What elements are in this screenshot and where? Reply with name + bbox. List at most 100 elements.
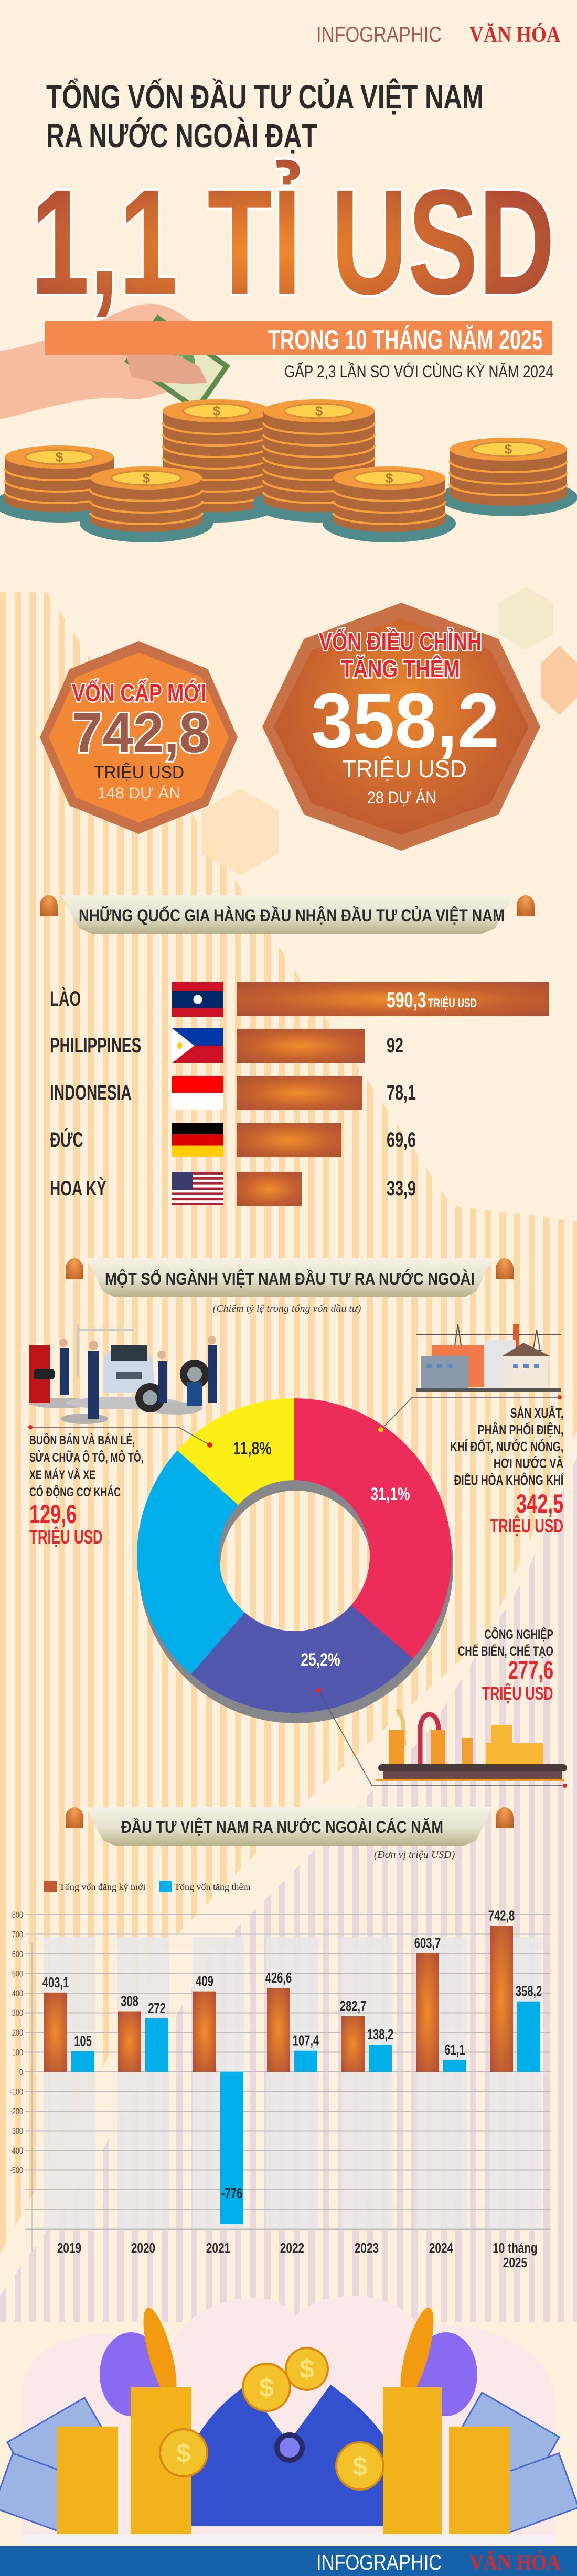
new-capital-card bbox=[40, 641, 238, 834]
category-panel bbox=[44, 1937, 95, 2231]
sector-label-line: KHÍ ĐỐT, NƯỚC NÓNG, bbox=[450, 1439, 563, 1454]
dollar-icon: $ bbox=[56, 449, 63, 465]
x-category-label: 2024 bbox=[429, 2241, 453, 2256]
y-tick-label: 700 bbox=[12, 1930, 23, 1940]
y-tick-label: 400 bbox=[12, 1988, 23, 1998]
sector-label-line: CHẾ BIẾN, CHẾ TẠO bbox=[458, 1644, 553, 1659]
title-line-1: TỔNG VỐN ĐẦU TƯ CỦA VIỆT NAM bbox=[46, 78, 484, 116]
bar-value-label: 308 bbox=[121, 1993, 138, 2009]
footer-brand-prefix: INFOGRAPHIC bbox=[316, 2550, 442, 2574]
y-tick-label: 300 bbox=[12, 2008, 23, 2018]
country-value-unit: TRIỆU USD bbox=[428, 996, 477, 1010]
leader-dot bbox=[316, 1688, 321, 1693]
x-category-label: 2022 bbox=[280, 2241, 304, 2256]
country-name: PHILIPPINES bbox=[50, 1034, 142, 1057]
donut-segment bbox=[136, 1450, 245, 1675]
sector-unit-trade: TRIỆU USD bbox=[29, 1526, 103, 1548]
percent-label-trade: 11,8% bbox=[233, 1439, 272, 1459]
legend-label-new: Tổng vốn đăng ký mới bbox=[59, 1882, 146, 1892]
y-tick-label: -200 bbox=[9, 2106, 23, 2116]
sector-unit-manufacturing: TRIỆU USD bbox=[482, 1683, 553, 1704]
country-name: INDONESIA bbox=[50, 1081, 132, 1104]
usa-flag-icon bbox=[172, 1172, 223, 1205]
donut-segment bbox=[294, 1398, 452, 1659]
adjusted-capital-value: 358,2 bbox=[311, 678, 499, 764]
period-label: TRONG 10 THÁNG NĂM 2025 bbox=[268, 325, 543, 355]
legend-label-added: Tổng vốn tăng thêm bbox=[174, 1882, 250, 1892]
y-tick-label: -400 bbox=[9, 2146, 23, 2156]
sector-value-manufacturing: 277,6 bbox=[508, 1657, 553, 1684]
y-tick-label: 0 bbox=[19, 2067, 23, 2077]
adjusted-capital-content: VỐN ĐIỀU CHỈNH TĂNG THÊM 358,2 TRIỆU USD… bbox=[311, 627, 499, 808]
sector-label-line: SỬA CHỮA Ô TÔ, MÔ TÔ, bbox=[29, 1451, 144, 1465]
car-repair-illustration bbox=[29, 1324, 217, 1424]
sectors-title-text: MỘT SỐ NGÀNH VIỆT NAM ĐẦU TƯ RA NƯỚC NGO… bbox=[105, 1269, 475, 1288]
leader-dot bbox=[378, 1427, 383, 1432]
donut-segment bbox=[177, 1398, 294, 1505]
y-tick-label: 200 bbox=[12, 2028, 23, 2038]
bar-value-label: 272 bbox=[148, 2001, 166, 2017]
germany-flag-icon bbox=[172, 1123, 223, 1157]
headline-value: 1,1 TỈ USD bbox=[30, 158, 555, 325]
new-capital-label: VỐN CẤP MỚI bbox=[72, 679, 206, 707]
sector-label-line: ĐIỀU HÒA KHÔNG KHÍ bbox=[454, 1472, 563, 1488]
sectors-banner bbox=[66, 1258, 514, 1297]
period-text: TRONG 10 THÁNG NĂM 2025 GẤP 2,3 LẦN SO V… bbox=[268, 325, 553, 381]
dollar-icon: $ bbox=[505, 441, 512, 457]
dollar-icon: $ bbox=[143, 470, 151, 486]
period-band bbox=[45, 321, 552, 355]
y-tick-label: 500 bbox=[12, 1969, 23, 1979]
bar-added-capital bbox=[294, 2050, 317, 2072]
country-name: HOA KỲ bbox=[50, 1177, 106, 1200]
brand-logo: INFOGRAPHIC VĂN HÓA bbox=[316, 22, 573, 48]
leader-line-trade bbox=[30, 1427, 210, 1445]
adjusted-capital-projects: 28 DỰ ÁN bbox=[367, 788, 436, 807]
bar-value-label: 358,2 bbox=[516, 1984, 542, 2000]
bar-value-label: -776 bbox=[221, 2186, 242, 2202]
donut-segment bbox=[191, 1605, 413, 1713]
adjusted-capital-card bbox=[262, 603, 540, 851]
leader-dot bbox=[28, 1425, 33, 1429]
bar-added-capital bbox=[369, 2045, 392, 2072]
sector-label-line: HƠI NƯỚC VÀ bbox=[493, 1455, 563, 1471]
bar-added-capital bbox=[443, 2060, 466, 2072]
y-tick-label: 800 bbox=[12, 1910, 23, 1920]
bar-new-capital bbox=[193, 1991, 216, 2072]
leader-dot bbox=[207, 1442, 212, 1448]
bar-added-capital bbox=[517, 2001, 540, 2072]
bar-new-capital bbox=[118, 2011, 141, 2072]
sector-label-trade: BUÔN BÁN VÀ BÁN LẺ, SỬA CHỮA Ô TÔ, MÔ TÔ… bbox=[29, 1432, 144, 1501]
dollar-icon: $ bbox=[386, 470, 393, 486]
sector-value-electricity: 342,5 bbox=[516, 1489, 563, 1518]
coin-stack: $ bbox=[323, 466, 456, 542]
countries-title-text: NHỮNG QUỐC GIA HÀNG ĐẦU NHẬN ĐẦU TƯ CỦA … bbox=[79, 906, 505, 925]
new-capital-projects: 148 DỰ ÁN bbox=[98, 785, 180, 802]
bar-value-label: 426,6 bbox=[265, 1970, 292, 1986]
bar-value-label: 107,4 bbox=[293, 2033, 319, 2049]
bar-added-capital bbox=[145, 2018, 168, 2072]
adjusted-capital-label-2: TĂNG THÊM bbox=[341, 655, 460, 682]
bar-new-capital bbox=[44, 1992, 67, 2072]
sector-value-trade: 129,6 bbox=[29, 1499, 77, 1529]
country-value: 590,3 TRIỆU USD bbox=[387, 987, 477, 1013]
bar-value-label: 409 bbox=[196, 1974, 213, 1990]
category-panel bbox=[117, 1937, 169, 2231]
chart-unit-note: (Đơn vị triệu USD) bbox=[374, 1849, 455, 1861]
y-tick-label: 600 bbox=[12, 1949, 23, 1959]
country-bar bbox=[237, 1123, 341, 1157]
decorative-hexagon bbox=[202, 789, 279, 875]
country-value-number: 590,3 bbox=[387, 987, 426, 1012]
country-name: ĐỨC bbox=[50, 1128, 83, 1151]
bar-new-capital bbox=[490, 1926, 513, 2072]
leader-line-manufacturing bbox=[318, 1690, 565, 1786]
comparison-label: GẤP 2,3 LẦN SO VỚI CÙNG KỲ NĂM 2024 bbox=[284, 362, 553, 381]
chart-header: ĐẦU TƯ VIỆT NAM RA NƯỚC NGOÀI CÁC NĂM (Đ… bbox=[44, 1818, 455, 1892]
dollar-icon: $ bbox=[213, 403, 221, 419]
bar-value-label: 105 bbox=[74, 2034, 92, 2050]
adjusted-capital-label-1: VỐN ĐIỀU CHỈNH bbox=[319, 628, 482, 655]
y-tick-label: 100 bbox=[12, 2048, 23, 2058]
leader-dot bbox=[558, 1395, 562, 1399]
sectors-subtitle: (Chiếm tỷ lệ trong tổng vốn đầu tư) bbox=[213, 1303, 361, 1314]
leader-lines bbox=[30, 1397, 565, 1786]
sector-label-line: CÔNG NGHIỆP bbox=[484, 1627, 553, 1642]
